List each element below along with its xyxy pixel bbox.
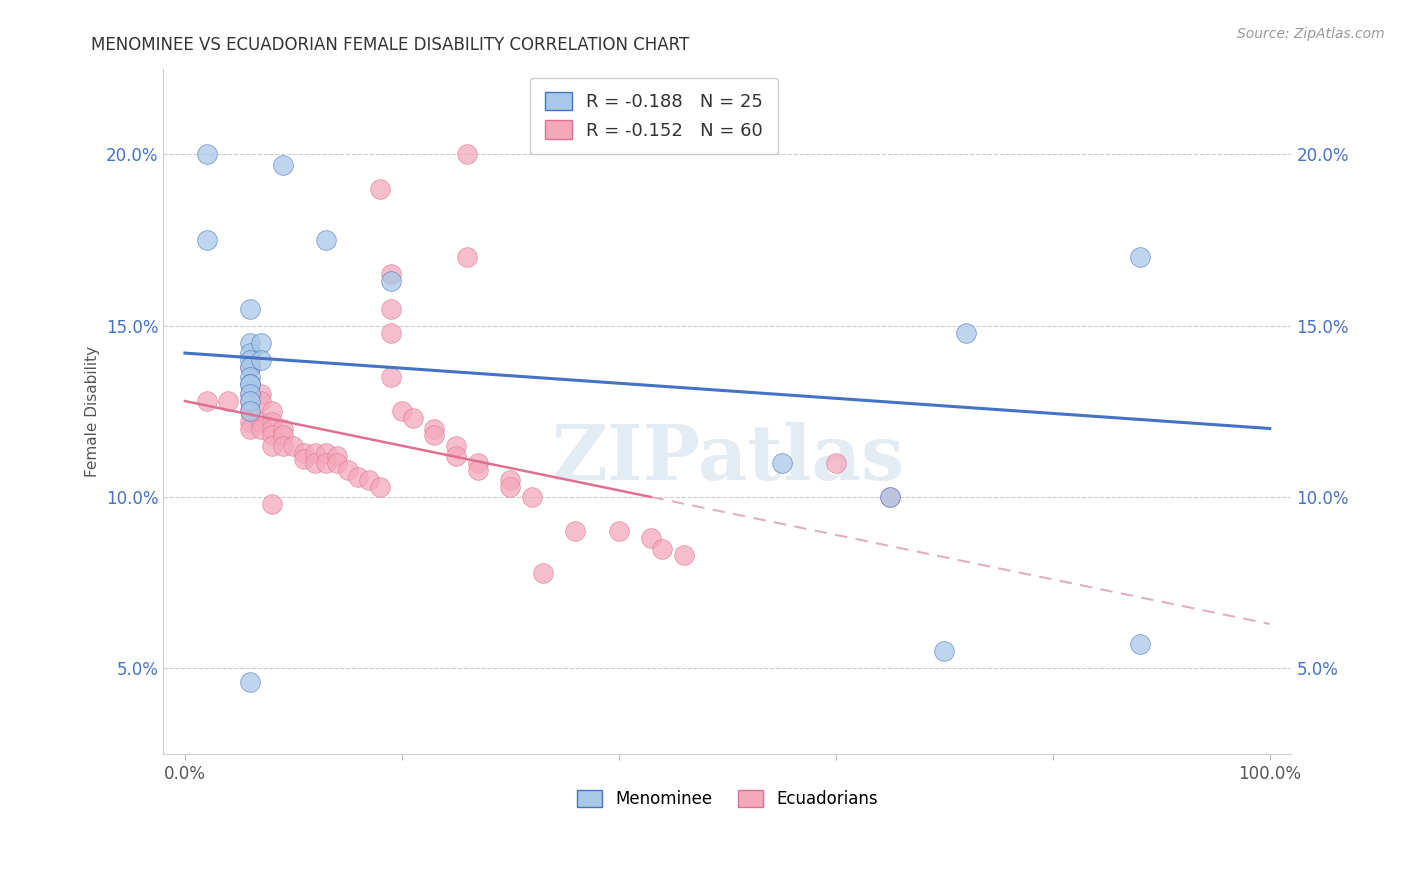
Point xyxy=(380,274,402,288)
Point xyxy=(239,353,262,368)
Point xyxy=(423,428,446,442)
Point xyxy=(239,359,262,374)
Point xyxy=(260,428,283,442)
Point xyxy=(499,473,522,487)
Point xyxy=(239,335,262,350)
Point xyxy=(1129,250,1152,264)
Point xyxy=(380,326,402,340)
Point xyxy=(271,428,294,442)
Point xyxy=(467,463,489,477)
Point xyxy=(217,394,239,409)
Point xyxy=(260,421,283,435)
Point xyxy=(239,404,262,418)
Point xyxy=(239,394,262,409)
Point xyxy=(195,233,218,247)
Point xyxy=(239,387,262,401)
Point xyxy=(195,394,218,409)
Point xyxy=(239,415,262,429)
Point xyxy=(250,394,273,409)
Text: MENOMINEE VS ECUADORIAN FEMALE DISABILITY CORRELATION CHART: MENOMINEE VS ECUADORIAN FEMALE DISABILIT… xyxy=(91,36,689,54)
Text: Source: ZipAtlas.com: Source: ZipAtlas.com xyxy=(1237,27,1385,41)
Point xyxy=(239,404,262,418)
Point xyxy=(380,267,402,281)
Point xyxy=(326,449,349,463)
Point xyxy=(292,452,315,467)
Point xyxy=(239,376,262,391)
Point xyxy=(499,480,522,494)
Point xyxy=(640,531,662,545)
Point xyxy=(879,490,901,504)
Point xyxy=(359,473,381,487)
Point xyxy=(283,439,305,453)
Point xyxy=(368,480,391,494)
Point xyxy=(260,439,283,453)
Point xyxy=(239,387,262,401)
Point xyxy=(239,421,262,435)
Point xyxy=(315,456,337,470)
Point xyxy=(292,445,315,459)
Point xyxy=(824,456,846,470)
Point xyxy=(444,439,467,453)
Point xyxy=(304,456,326,470)
Point xyxy=(315,233,337,247)
Point xyxy=(271,439,294,453)
Point xyxy=(195,147,218,161)
Text: ZIPatlas: ZIPatlas xyxy=(551,423,904,496)
Point xyxy=(423,421,446,435)
Point xyxy=(336,463,359,477)
Point xyxy=(651,541,673,556)
Point xyxy=(239,394,262,409)
Point xyxy=(879,490,901,504)
Point xyxy=(520,490,543,504)
Point xyxy=(672,549,695,563)
Point xyxy=(239,301,262,316)
Point xyxy=(260,497,283,511)
Point xyxy=(250,353,273,368)
Point xyxy=(1129,638,1152,652)
Point xyxy=(368,181,391,195)
Point xyxy=(347,469,370,483)
Point xyxy=(456,147,478,161)
Point xyxy=(770,456,793,470)
Point xyxy=(250,387,273,401)
Point xyxy=(271,157,294,171)
Point xyxy=(531,566,554,580)
Point xyxy=(260,404,283,418)
Point xyxy=(250,421,273,435)
Point xyxy=(607,524,630,539)
Point xyxy=(271,421,294,435)
Point xyxy=(250,415,273,429)
Point xyxy=(239,675,262,690)
Point xyxy=(934,644,956,658)
Point xyxy=(402,411,425,425)
Point xyxy=(564,524,586,539)
Point xyxy=(239,376,262,391)
Point xyxy=(239,346,262,360)
Point xyxy=(444,449,467,463)
Point xyxy=(250,335,273,350)
Point xyxy=(304,445,326,459)
Point xyxy=(391,404,413,418)
Point xyxy=(326,456,349,470)
Legend: Menominee, Ecuadorians: Menominee, Ecuadorians xyxy=(571,783,884,814)
Y-axis label: Female Disability: Female Disability xyxy=(86,346,100,477)
Point xyxy=(955,326,977,340)
Point xyxy=(380,301,402,316)
Point xyxy=(239,359,262,374)
Point xyxy=(456,250,478,264)
Point xyxy=(239,370,262,384)
Point xyxy=(315,445,337,459)
Point xyxy=(467,456,489,470)
Point xyxy=(260,415,283,429)
Point xyxy=(380,370,402,384)
